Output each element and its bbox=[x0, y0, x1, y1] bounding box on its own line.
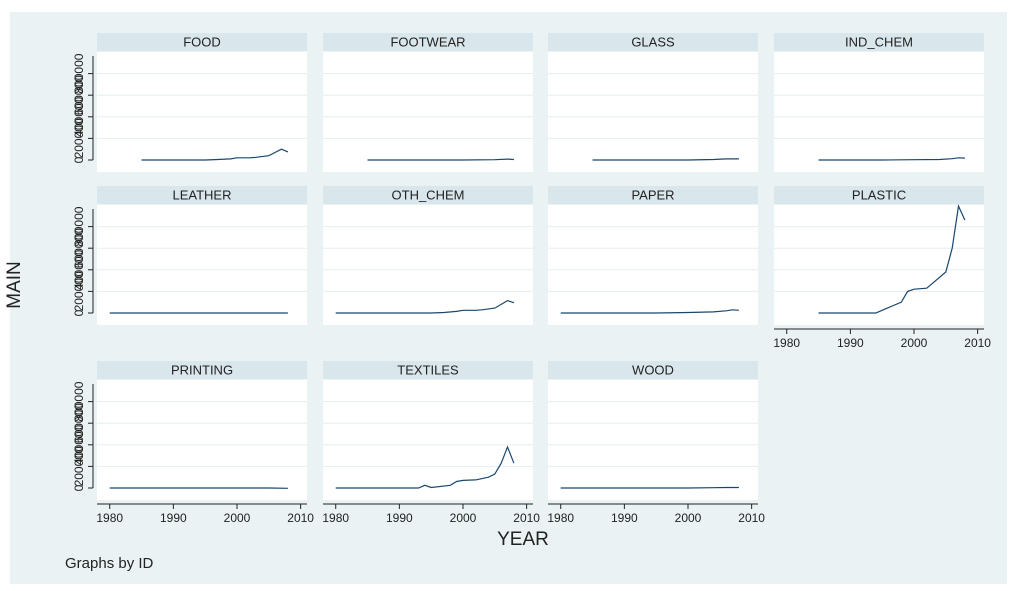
panel-oth-chem: OTH_CHEM bbox=[323, 186, 533, 325]
x-tick-label: 2010 bbox=[738, 511, 765, 525]
plot-area bbox=[97, 205, 307, 325]
panel-paper: PAPER bbox=[548, 186, 758, 325]
y-tick-label: 800000 bbox=[72, 381, 86, 421]
y-tick-label: 0 bbox=[72, 484, 86, 491]
panel-wood: WOOD 1980 1990 2000 2010 bbox=[547, 361, 765, 525]
y-tick-label: 600000 bbox=[72, 403, 86, 443]
panel-strip bbox=[97, 33, 307, 51]
panel-title: PLASTIC bbox=[852, 188, 906, 203]
y-tick-label: 0 bbox=[72, 309, 86, 316]
y-tick-label: 200000 bbox=[72, 446, 86, 486]
y-tick-label: 600000 bbox=[72, 228, 86, 268]
series-line bbox=[335, 299, 515, 314]
panel-textiles: TEXTILES 1980 1990 2000 2010 bbox=[322, 361, 540, 525]
series-line bbox=[141, 148, 289, 161]
x-tick-label: 1990 bbox=[611, 511, 638, 525]
panel-strip bbox=[323, 361, 533, 379]
panel-title: LEATHER bbox=[173, 188, 232, 203]
panel-strip bbox=[323, 186, 533, 204]
series-line bbox=[560, 486, 739, 489]
panel-strip bbox=[548, 361, 758, 379]
series-line bbox=[592, 158, 739, 161]
panel-ind-chem: IND_CHEM bbox=[774, 33, 984, 172]
panel-footwear: FOOTWEAR bbox=[323, 33, 533, 172]
series-line bbox=[335, 445, 515, 489]
panel-strip bbox=[774, 33, 984, 51]
y-tick-label: 400000 bbox=[72, 249, 86, 289]
plot-area bbox=[548, 52, 758, 172]
panel-title: OTH_CHEM bbox=[392, 188, 465, 203]
x-tick-label: 2000 bbox=[901, 336, 928, 350]
panel-title: WOOD bbox=[632, 363, 674, 378]
x-axis-title: YEAR bbox=[497, 529, 549, 550]
plot-area bbox=[548, 205, 758, 325]
plot-area bbox=[97, 52, 307, 172]
panel-glass: GLASS bbox=[548, 33, 758, 172]
x-tick-label: 1980 bbox=[547, 511, 574, 525]
y-tick-label: 200000 bbox=[72, 118, 86, 158]
plot-area bbox=[323, 52, 533, 172]
x-tick-label: 1990 bbox=[837, 336, 864, 350]
series-line bbox=[818, 157, 965, 161]
panel-title: TEXTILES bbox=[397, 363, 459, 378]
panel-strip bbox=[97, 361, 307, 379]
panel-title: IND_CHEM bbox=[845, 35, 913, 50]
x-tick-label: 1980 bbox=[322, 511, 349, 525]
plot-area bbox=[774, 205, 984, 325]
y-tick-label: 0 bbox=[72, 156, 86, 163]
y-tick-label: 400000 bbox=[72, 96, 86, 136]
plot-area bbox=[323, 380, 533, 500]
y-tick-label: 200000 bbox=[72, 271, 86, 311]
plot-area bbox=[774, 52, 984, 172]
panel-strip bbox=[97, 186, 307, 204]
x-tick-label: 1980 bbox=[773, 336, 800, 350]
plot-area bbox=[97, 380, 307, 500]
x-tick-label: 2010 bbox=[964, 336, 991, 350]
panel-strip bbox=[323, 33, 533, 51]
series-line bbox=[560, 309, 739, 314]
panel-strip bbox=[548, 33, 758, 51]
y-tick-label: 800000 bbox=[72, 206, 86, 246]
x-tick-label: 2000 bbox=[450, 511, 477, 525]
plot-area bbox=[548, 380, 758, 500]
x-tick-label: 2010 bbox=[513, 511, 540, 525]
x-tick-label: 2000 bbox=[675, 511, 702, 525]
x-tick-label: 2000 bbox=[224, 511, 251, 525]
x-tick-label: 1990 bbox=[386, 511, 413, 525]
y-tick-label: 800000 bbox=[72, 53, 86, 93]
panel-plastic: PLASTIC 1980 1990 2000 2010 bbox=[773, 186, 991, 350]
panel-strip bbox=[548, 186, 758, 204]
y-tick-label: 400000 bbox=[72, 424, 86, 464]
panel-title: FOOTWEAR bbox=[390, 35, 465, 50]
panel-title: PAPER bbox=[631, 188, 674, 203]
panel-title: FOOD bbox=[183, 35, 221, 50]
graphs-by-note: Graphs by ID bbox=[65, 555, 154, 572]
panel-title: GLASS bbox=[631, 35, 675, 50]
x-tick-label: 1990 bbox=[160, 511, 187, 525]
x-tick-label: 2010 bbox=[287, 511, 314, 525]
y-axis-title: MAIN bbox=[4, 261, 25, 309]
series-line bbox=[367, 158, 514, 161]
series-line bbox=[818, 204, 966, 314]
plot-area bbox=[323, 205, 533, 325]
panel-title: PRINTING bbox=[171, 363, 233, 378]
y-tick-label: 600000 bbox=[72, 75, 86, 115]
x-tick-label: 1980 bbox=[96, 511, 123, 525]
panel-strip bbox=[774, 186, 984, 204]
